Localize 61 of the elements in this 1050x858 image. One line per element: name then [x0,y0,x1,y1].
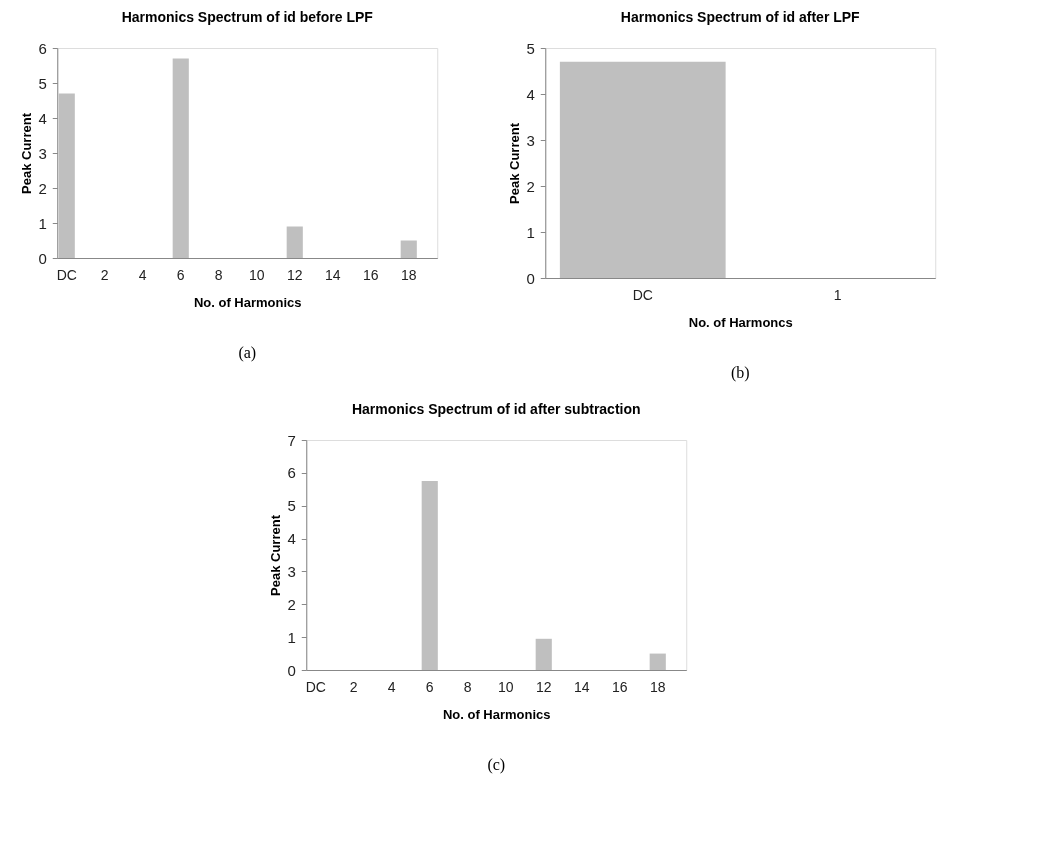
x-tick-label: 14 [573,678,590,695]
bar [535,638,552,670]
y-tick-label: 3 [526,131,535,149]
x-tick-label: 12 [535,678,552,695]
text: (b) [730,364,750,382]
y-tick-label: 3 [287,562,296,580]
y-tick-label: 6 [287,464,296,482]
bar [58,93,75,258]
x-tick-label: 4 [387,678,396,695]
y-tick-label: 5 [526,39,535,57]
y-tick-label: 1 [38,214,47,232]
chart-title: Harmonics Spectrum of id before LPF [121,9,374,25]
x-tick-label: 12 [286,266,303,283]
x-tick-label: 6 [425,678,434,695]
x-tick-label: 4 [138,266,147,283]
y-tick-label: 0 [526,269,535,287]
x-tick-label: 10 [497,678,514,695]
y-tick-label: 4 [526,85,535,103]
y-tick-label: 1 [526,223,535,241]
text: (a) [238,344,257,362]
x-tick-label: 16 [362,266,379,283]
bar [400,240,417,258]
x-axis-title: No. of Harmonics [442,706,551,722]
x-tick-label: 2 [349,678,358,695]
bar [286,226,303,258]
x-tick-label: 8 [214,266,223,283]
y-tick-label: 2 [38,179,47,197]
y-axis-title: Peak Current [507,122,523,204]
y-tick-label: 4 [287,530,296,548]
y-tick-label: 5 [38,74,47,92]
bar [172,58,189,258]
x-tick-label: DC [56,266,77,283]
y-tick-label: 2 [287,595,296,613]
bar [421,481,438,670]
y-tick-label: 5 [287,497,296,515]
x-tick-label: 6 [176,266,185,283]
x-tick-label: 2 [100,266,109,283]
y-tick-label: 0 [38,249,47,267]
x-axis-title: No. of Harmonics [193,294,302,310]
bar [649,653,666,670]
y-tick-label: 4 [38,109,47,127]
x-tick-label: DC [305,678,326,695]
y-tick-label: 7 [287,431,296,449]
x-tick-label: 16 [611,678,628,695]
x-tick-label: 8 [463,678,472,695]
x-tick-label: DC [632,286,653,303]
chart-title: Harmonics Spectrum of id after LPF [620,9,861,25]
x-tick-label: 18 [649,678,666,695]
text: (c) [487,756,506,774]
x-axis-title: No. of Harmoncs [688,314,793,330]
y-axis-title: Peak Current [268,514,284,596]
x-tick-label: 10 [248,266,265,283]
y-tick-label: 0 [287,661,296,679]
y-tick-label: 6 [38,39,47,57]
y-tick-label: 1 [287,628,296,646]
y-axis-title: Peak Current [19,112,35,194]
y-tick-label: 2 [526,177,535,195]
x-tick-label: 18 [400,266,417,283]
x-tick-label: 14 [324,266,341,283]
y-tick-label: 3 [38,144,47,162]
chart-title: Harmonics Spectrum of id after subtraction [351,401,641,417]
